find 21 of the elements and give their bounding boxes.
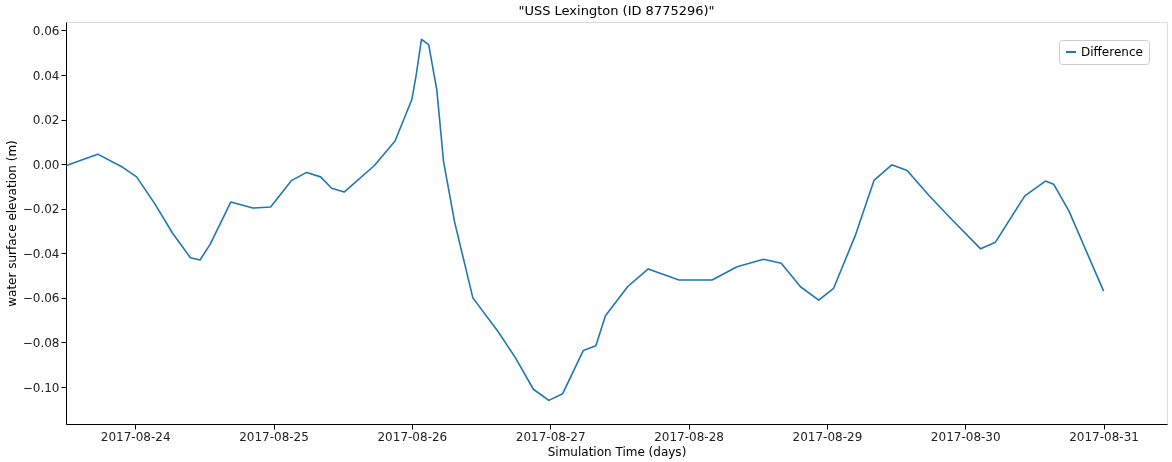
y-tick-label: −0.10 [22,380,60,395]
y-tick-label: −0.02 [22,202,60,217]
x-tick-label: 2017-08-25 [239,429,309,444]
x-tick-label: 2017-08-31 [1069,429,1139,444]
y-tick-label: 0.04 [32,68,60,83]
x-axis-title: Simulation Time (days) [547,444,687,459]
x-tick-label: 2017-08-29 [792,429,863,444]
y-tick-label: −0.04 [22,246,60,261]
y-tick-label: 0.02 [32,113,60,128]
legend-label: Difference [1081,45,1143,59]
y-tick-label: −0.08 [22,335,60,350]
x-tick-label: 2017-08-24 [100,429,171,444]
y-tick-label: −0.06 [22,291,60,306]
y-tick-label: 0.06 [32,23,60,38]
x-tick-label: 2017-08-28 [654,429,724,444]
x-tick-label: 2017-08-26 [377,429,448,444]
chart-title: "USS Lexington (ID 8775296)" [518,3,715,18]
y-tick-label: 0.00 [32,157,60,172]
x-tick-label: 2017-08-27 [515,429,586,444]
y-axis-title: water surface elevation (m) [4,140,19,307]
x-tick-label: 2017-08-30 [930,429,1001,444]
